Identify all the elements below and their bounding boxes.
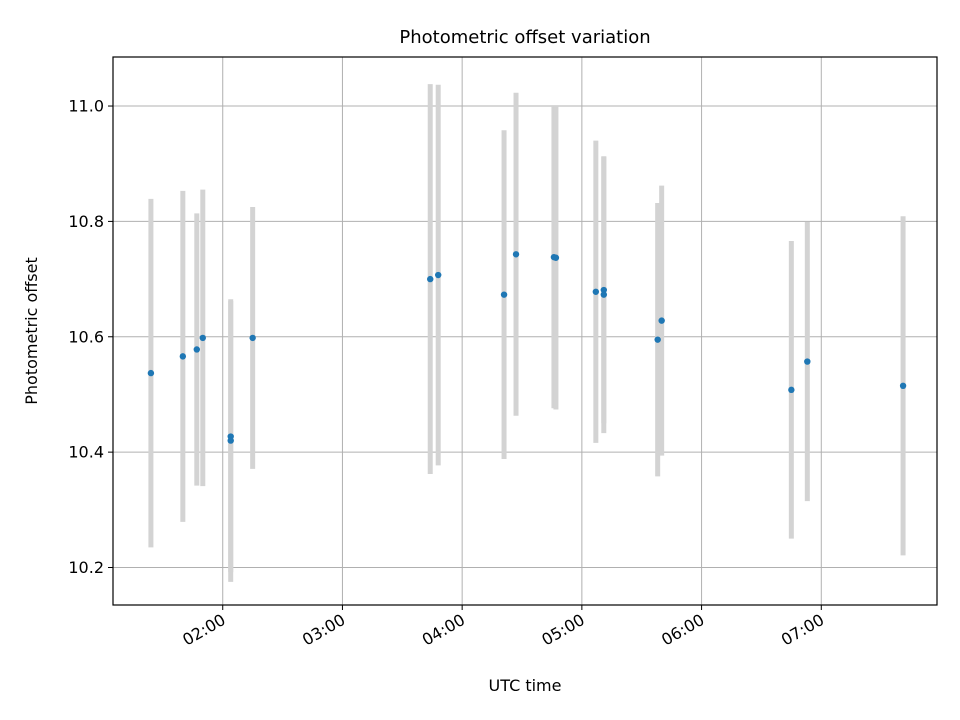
- data-point: [512, 251, 520, 258]
- y-tick-label: 11.0: [68, 97, 104, 116]
- data-point: [552, 254, 560, 261]
- data-point: [600, 286, 608, 294]
- y-tick-label: 10.8: [68, 212, 104, 231]
- data-point: [179, 353, 187, 360]
- y-tick-label: 10.6: [68, 327, 104, 346]
- data-point: [899, 382, 907, 389]
- data-point: [249, 334, 256, 342]
- data-point: [427, 275, 434, 283]
- data-point: [654, 336, 661, 343]
- y-tick-label: 10.2: [68, 558, 104, 577]
- data-point: [147, 369, 155, 377]
- data-point: [435, 271, 442, 279]
- chart-title: Photometric offset variation: [399, 27, 650, 48]
- y-tick-label: 10.4: [68, 443, 104, 462]
- y-axis-label: Photometric offset: [22, 257, 41, 405]
- data-point: [658, 317, 665, 324]
- data-point: [500, 291, 508, 298]
- plot-frame: [112, 56, 938, 606]
- data-point: [804, 358, 811, 365]
- data-point: [788, 386, 795, 394]
- y-axis-ticks: 10.2 10.4 10.6 10.8 11.0: [68, 97, 113, 577]
- data-point: [227, 437, 234, 444]
- data-points: [147, 251, 907, 444]
- data-point: [193, 346, 200, 353]
- x-axis-label: UTC time: [489, 676, 562, 695]
- data-point: [600, 291, 608, 298]
- data-point: [199, 334, 206, 342]
- data-point: [592, 288, 600, 295]
